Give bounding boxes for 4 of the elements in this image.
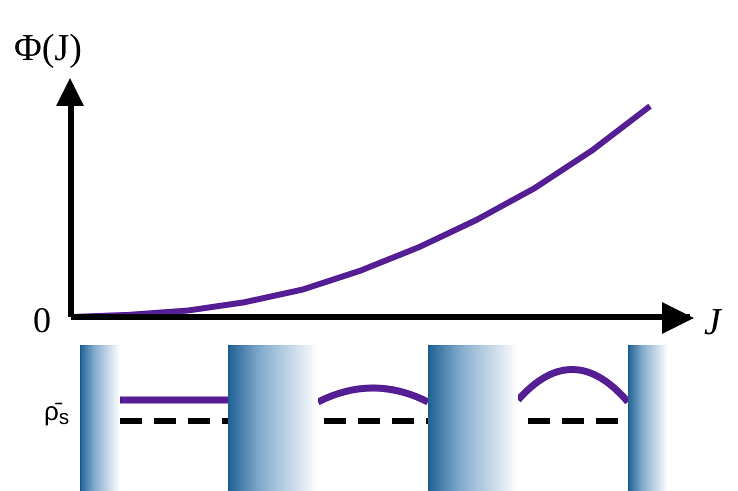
text: 0 xyxy=(33,300,51,340)
y-axis-title: Φ(J) xyxy=(14,27,82,69)
text: ρ̄$_{s}$ xyxy=(44,396,70,430)
x-axis-title: J xyxy=(704,301,723,343)
